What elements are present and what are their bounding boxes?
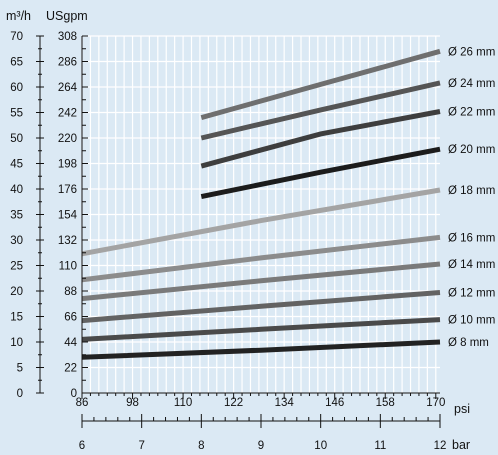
right-axis-tick-label: 0 [71, 388, 77, 400]
left-axis-unit: m³/h [6, 9, 31, 23]
series-label: Ø 16 mm [448, 232, 495, 244]
series-line [200, 80, 441, 141]
left-axis-tick-label: 45 [10, 159, 23, 171]
left-axis-tick-label: 30 [10, 235, 23, 247]
left-axis-tick-label: 60 [10, 82, 23, 94]
right-axis-tick-label: 44 [64, 337, 77, 349]
bar-axis-tick-label: 9 [258, 440, 264, 452]
series-line [81, 187, 441, 257]
psi-axis-unit: psi [454, 402, 470, 416]
bar-axis-unit: bar [452, 438, 470, 452]
left-axis-tick-label: 10 [10, 337, 23, 349]
axes [36, 35, 441, 428]
series-label: Ø 20 mm [448, 144, 495, 156]
bar-axis-tick-label: 7 [138, 440, 144, 452]
left-axis-tick-label: 0 [17, 388, 23, 400]
left-axis-tick-label: 20 [10, 286, 23, 298]
left-axis-tick-label: 25 [10, 261, 23, 273]
bar-axis-tick-label: 8 [198, 440, 204, 452]
right-axis-tick-label: 242 [58, 108, 77, 120]
tick-labels: 7065605550454035302520151050308286264242… [10, 31, 446, 452]
series-label: Ø 12 mm [448, 288, 495, 300]
right-axis-tick-label: 198 [58, 159, 77, 171]
bar-axis-tick-label: 6 [79, 440, 85, 452]
series-label: Ø 8 mm [448, 337, 489, 349]
psi-axis-tick-label: 122 [224, 397, 243, 409]
series-line [200, 146, 441, 200]
series-labels: Ø 26 mm Ø 24 mm Ø 22 mm Ø 20 mm Ø 18 mm Ø 16 … [448, 46, 495, 349]
psi-axis-tick-label: 98 [126, 397, 139, 409]
series-line [81, 261, 441, 302]
left-axis-tick-label: 35 [10, 210, 23, 222]
left-axis-tick-label: 5 [17, 363, 23, 375]
series-lines [81, 48, 441, 360]
series-line [200, 109, 441, 169]
right-axis-unit: USgpm [46, 9, 88, 23]
psi-axis-tick-label: 86 [76, 397, 89, 409]
bar-axis-tick-label: 12 [434, 440, 447, 452]
right-axis-tick-label: 286 [58, 57, 77, 69]
right-axis-tick-label: 66 [64, 312, 77, 324]
right-axis-tick-label: 264 [58, 82, 78, 94]
series-label: Ø 10 mm [448, 315, 495, 327]
left-axis-tick-label: 65 [10, 57, 23, 69]
right-axis-tick-label: 110 [59, 261, 77, 273]
left-axis-tick-label: 15 [10, 312, 23, 324]
right-axis-tick-label: 88 [64, 286, 77, 298]
right-axis-tick-label: 22 [64, 363, 77, 375]
series-line [81, 290, 441, 324]
right-axis-tick-label: 154 [58, 210, 78, 222]
series-line [200, 48, 441, 121]
series-line [81, 234, 441, 283]
psi-axis-tick-label: 158 [376, 397, 395, 409]
psi-axis-tick-label: 170 [426, 397, 445, 409]
series-label: Ø 18 mm [448, 185, 495, 197]
psi-axis-tick-label: 134 [275, 397, 295, 409]
left-axis-tick-label: 55 [10, 108, 23, 120]
right-axis-tick-label: 132 [58, 235, 77, 247]
left-axis-tick-label: 50 [10, 133, 23, 145]
right-axis-tick-label: 220 [58, 133, 77, 145]
series-label: Ø 24 mm [448, 78, 495, 90]
series-line [81, 317, 441, 342]
left-axis-tick-label: 70 [10, 31, 23, 43]
series-label: Ø 22 mm [448, 107, 495, 119]
psi-axis-tick-label: 146 [325, 397, 344, 409]
series-line [81, 339, 441, 360]
right-axis-tick-label: 308 [58, 31, 77, 43]
right-axis-tick-label: 176 [58, 184, 77, 196]
series-label: Ø 26 mm [448, 46, 495, 58]
psi-axis-tick-label: 110 [174, 397, 192, 409]
series-label: Ø 14 mm [448, 259, 495, 271]
left-axis-tick-label: 40 [10, 184, 23, 196]
grid [81, 35, 440, 394]
bar-axis-tick-label: 10 [314, 440, 327, 452]
bar-axis-tick-label: 11 [374, 440, 386, 452]
